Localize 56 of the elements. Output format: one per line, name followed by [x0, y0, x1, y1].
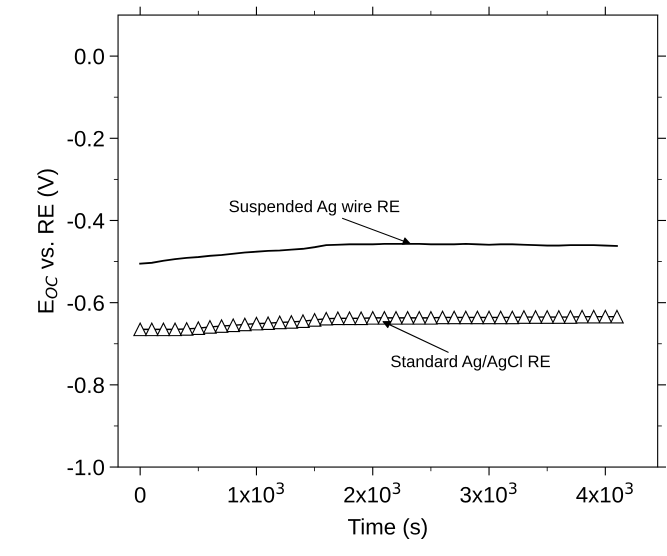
point: [482, 310, 496, 324]
point: [214, 319, 228, 333]
y-tick-label: -0.2: [68, 130, 104, 147]
point: [447, 310, 461, 324]
x-tick-label: 1x10$^{3}$: [228, 482, 284, 503]
point: [308, 313, 322, 327]
y-tick-label: -0.6: [68, 295, 104, 311]
annotation: Standard Ag/AgCl RE: [391, 355, 550, 371]
x-axis-title: Time (s): [348, 518, 427, 540]
point: [156, 322, 170, 336]
y-tick-label: -1.0: [68, 460, 104, 476]
point: [250, 316, 264, 330]
annotation: Suspended Ag wire RE: [229, 200, 400, 216]
y-axis-title: E$_{OC}$ vs. RE (V): [37, 169, 58, 312]
point: [458, 310, 473, 324]
point: [331, 311, 345, 326]
point: [272, 316, 287, 330]
point: [296, 314, 310, 328]
point: [424, 311, 438, 325]
point: [598, 310, 612, 324]
point: [144, 322, 159, 336]
point: [319, 312, 334, 326]
point: [575, 310, 589, 324]
point: [191, 321, 206, 335]
point: [226, 318, 240, 332]
point: [168, 322, 182, 336]
point: [400, 311, 414, 325]
point: [436, 310, 450, 324]
point: [238, 318, 252, 332]
x-tick-label: 0: [134, 487, 146, 503]
point: [610, 310, 624, 324]
point: [180, 322, 194, 336]
point: [203, 320, 217, 334]
point: [412, 311, 426, 325]
point: [389, 311, 403, 325]
y-tick-label: -0.8: [68, 377, 104, 394]
point: [354, 311, 368, 326]
point: [494, 310, 508, 324]
point: [564, 310, 578, 324]
point: [586, 310, 601, 324]
y-tick-label: 0.0: [74, 48, 104, 64]
point: [505, 310, 520, 324]
point: [261, 316, 275, 330]
point: [366, 311, 380, 325]
x-tick-label: 3x10$^{3}$: [460, 482, 517, 503]
point: [342, 311, 356, 326]
point: [540, 310, 554, 324]
point: [552, 310, 566, 324]
point: [284, 315, 298, 329]
point: [528, 310, 542, 324]
x-tick-label: 2x10$^{3}$: [344, 482, 400, 503]
y-tick-label: -0.4: [68, 213, 104, 229]
point: [470, 310, 484, 324]
point: [133, 322, 147, 336]
x-tick-label: 4x10$^{3}$: [576, 482, 633, 503]
point: [517, 310, 531, 324]
